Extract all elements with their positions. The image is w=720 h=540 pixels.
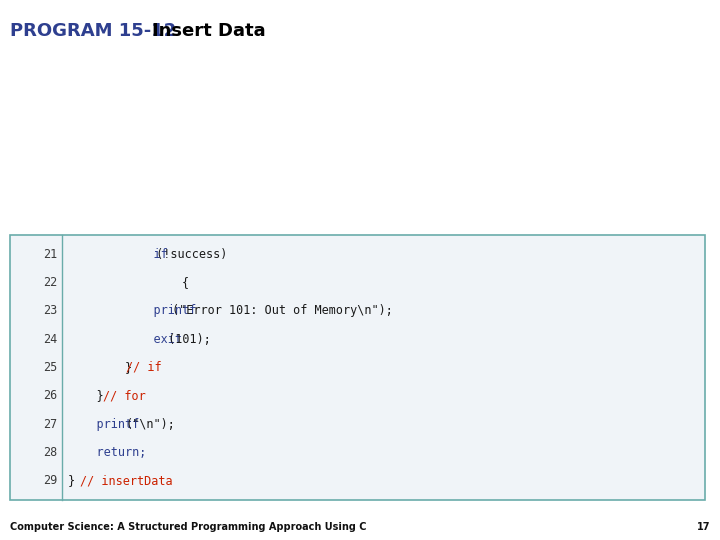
Text: (101);: (101);: [161, 333, 211, 346]
Text: // if: // if: [126, 361, 161, 374]
Text: Insert Data: Insert Data: [152, 22, 266, 40]
Text: 29: 29: [42, 474, 57, 487]
Text: exit: exit: [68, 333, 182, 346]
Text: 25: 25: [42, 361, 57, 374]
Text: {: {: [68, 276, 189, 289]
Text: ("\n");: ("\n");: [126, 417, 176, 431]
Text: 24: 24: [42, 333, 57, 346]
Text: 26: 26: [42, 389, 57, 402]
Text: printf: printf: [68, 417, 139, 431]
Text: 23: 23: [42, 305, 57, 318]
Text: 27: 27: [42, 417, 57, 431]
FancyBboxPatch shape: [10, 235, 705, 500]
Text: }: }: [68, 474, 82, 487]
Text: ("Error 101: Out of Memory\n");: ("Error 101: Out of Memory\n");: [172, 305, 393, 318]
Text: 17: 17: [696, 522, 710, 532]
Text: }: }: [68, 389, 111, 402]
Text: PROGRAM 15-12: PROGRAM 15-12: [10, 22, 176, 40]
Text: 28: 28: [42, 446, 57, 459]
Text: 22: 22: [42, 276, 57, 289]
Text: if: if: [68, 248, 168, 261]
Text: }: }: [68, 361, 139, 374]
Text: Computer Science: A Structured Programming Approach Using C: Computer Science: A Structured Programmi…: [10, 522, 366, 532]
Text: 21: 21: [42, 248, 57, 261]
Text: (!success): (!success): [149, 248, 228, 261]
Text: // for: // for: [103, 389, 145, 402]
Text: return;: return;: [68, 446, 146, 459]
Text: printf: printf: [68, 305, 197, 318]
Text: // insertData: // insertData: [80, 474, 172, 487]
